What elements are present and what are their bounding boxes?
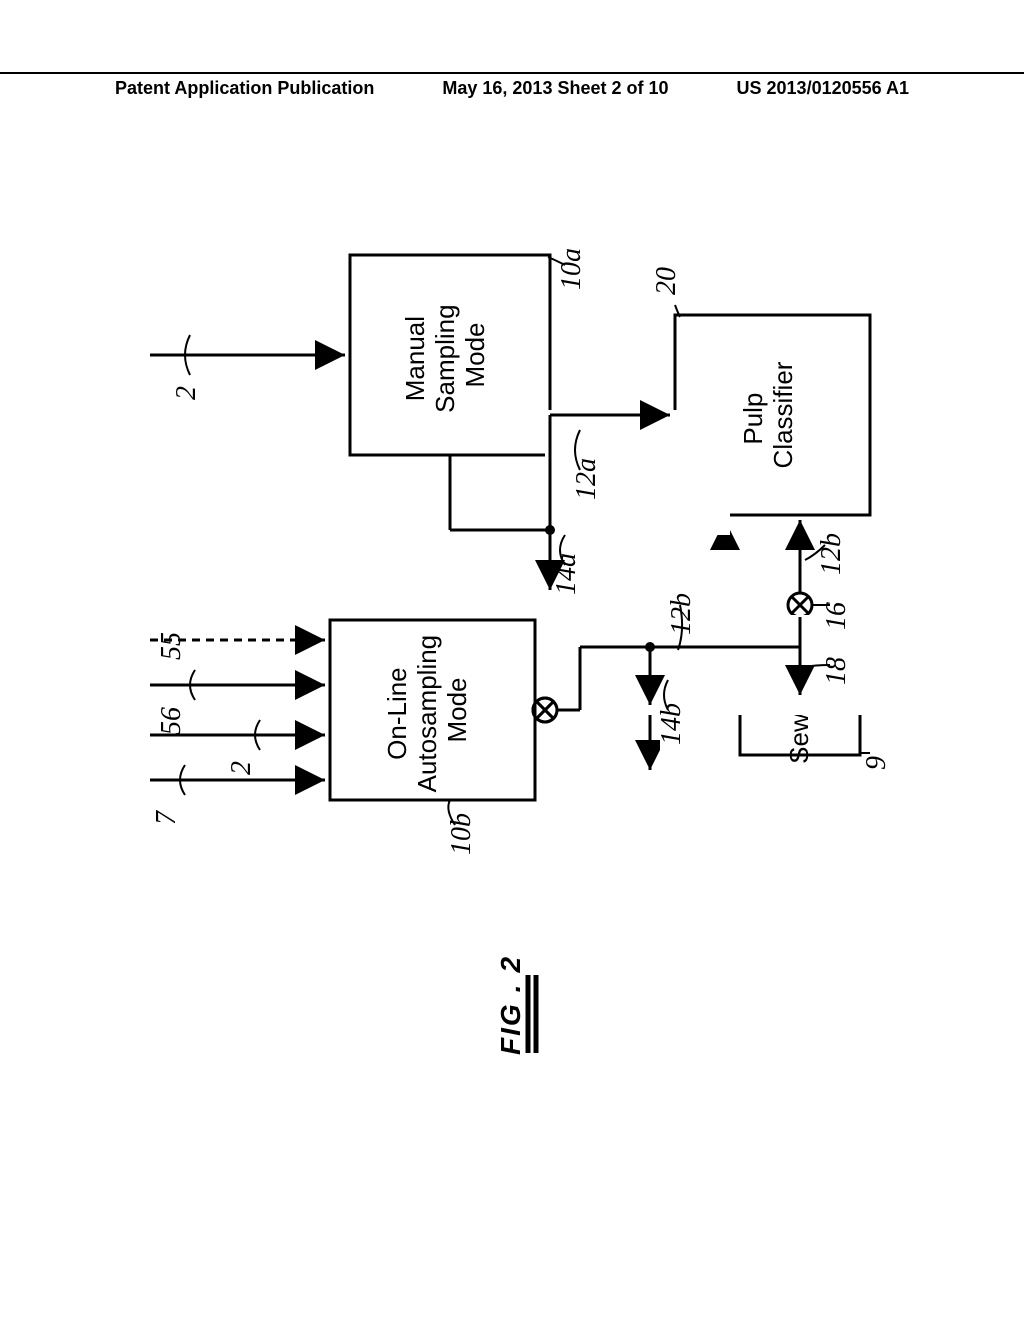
ref-7: 7 xyxy=(151,810,182,825)
ref-18: 18 xyxy=(821,657,852,685)
classifier-line2: Classifier xyxy=(768,361,798,468)
ref-56: 56 xyxy=(156,707,187,735)
svg-text:Manual Sampling: Manual Sampling Mode xyxy=(400,297,490,413)
online-autosampling-box: On-Line Autosampling Mode xyxy=(330,620,535,800)
header-right: US 2013/0120556 A1 xyxy=(737,78,909,99)
ref-12b-right: 12b xyxy=(816,533,847,575)
ref-20: 20 xyxy=(651,267,682,295)
ref-10a: 10a xyxy=(556,248,587,290)
manual-sampling-box: Manual Sampling Mode xyxy=(350,255,550,455)
online-line1: On-Line xyxy=(382,667,412,760)
ref-14b2: 14b xyxy=(656,703,687,745)
ref-2a: 2 xyxy=(171,386,202,400)
figure-label-group: FIG.2 xyxy=(495,957,536,1055)
ref-2b: 2 xyxy=(226,761,257,775)
manual-line3: Mode xyxy=(460,322,490,387)
header-center: May 16, 2013 Sheet 2 of 10 xyxy=(442,78,668,99)
classifier-line1: Pulp xyxy=(738,393,768,445)
svg-text:Pulp Classifier: Pulp Classifier xyxy=(738,361,798,468)
svg-text:On-Line Autosampling: On-Line Autosampling Mode xyxy=(382,628,472,793)
ref-14a: 14a xyxy=(551,553,582,595)
manual-line1: Manual xyxy=(400,316,430,401)
manual-line2: Sampling xyxy=(430,304,460,412)
diagram: Manual Sampling Mode On-Line Autosamplin… xyxy=(120,235,905,1135)
ref-16: 16 xyxy=(821,602,852,630)
online-line2: Autosampling xyxy=(412,635,442,793)
figure-label: FIG.2 xyxy=(495,957,526,1055)
page: Patent Application Publication May 16, 2… xyxy=(0,0,1024,1320)
header: Patent Application Publication May 16, 2… xyxy=(0,72,1024,99)
diagram-svg: Manual Sampling Mode On-Line Autosamplin… xyxy=(120,235,905,1135)
ref-55: 55 xyxy=(156,632,187,660)
header-left: Patent Application Publication xyxy=(115,78,374,99)
ref-12a: 12a xyxy=(571,458,602,500)
ref-9: 9 xyxy=(861,756,892,770)
online-line3: Mode xyxy=(442,677,472,742)
